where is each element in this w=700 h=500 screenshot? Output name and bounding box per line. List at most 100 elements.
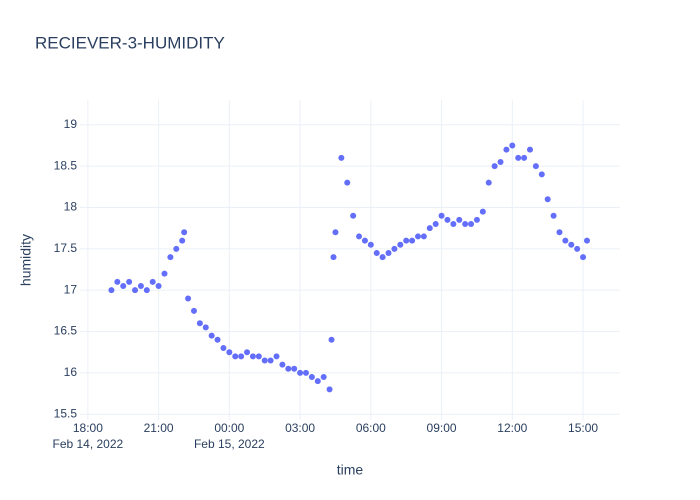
point <box>491 163 498 170</box>
point <box>149 278 156 285</box>
y-tick-label: 17 <box>64 282 78 296</box>
point <box>503 146 510 153</box>
point <box>179 237 186 244</box>
point <box>456 216 463 223</box>
point <box>185 295 192 302</box>
point <box>285 365 292 372</box>
point <box>538 171 545 178</box>
point <box>450 221 457 228</box>
x-tick-label: 06:00 <box>356 421 386 435</box>
point <box>291 365 298 372</box>
chart-title: RECIEVER-3-HUMIDITY <box>35 33 225 52</box>
point <box>473 216 480 223</box>
point <box>114 278 121 285</box>
point <box>438 212 445 219</box>
point <box>273 353 280 360</box>
point <box>580 254 587 261</box>
point <box>202 324 209 331</box>
x-tick-label: 15:00 <box>568 421 598 435</box>
point <box>155 283 162 290</box>
point <box>550 212 557 219</box>
x-axis-title: time <box>337 462 364 478</box>
point <box>532 163 539 170</box>
point <box>208 332 215 339</box>
point <box>108 287 115 294</box>
x-tick-label: 09:00 <box>427 421 457 435</box>
y-tick-label: 15.5 <box>54 406 78 420</box>
point <box>338 154 345 161</box>
x-tick-label: 12:00 <box>497 421 527 435</box>
point <box>232 353 239 360</box>
point <box>397 241 404 248</box>
point <box>132 287 139 294</box>
point <box>344 179 351 186</box>
point <box>255 353 262 360</box>
y-tick-label: 18.5 <box>54 158 78 172</box>
point <box>332 229 339 236</box>
y-tick-label: 18 <box>64 200 78 214</box>
point <box>249 353 256 360</box>
point <box>328 336 335 343</box>
point <box>126 278 133 285</box>
x-tick-date: Feb 15, 2022 <box>194 437 265 451</box>
point <box>562 237 569 244</box>
point <box>444 216 451 223</box>
point <box>167 254 174 261</box>
point <box>214 336 221 343</box>
point <box>479 208 486 215</box>
point <box>544 196 551 203</box>
point <box>173 245 180 252</box>
point <box>391 245 398 252</box>
point <box>320 374 327 381</box>
point <box>267 357 274 364</box>
point <box>414 233 421 240</box>
point <box>361 237 368 244</box>
point <box>515 154 522 161</box>
point <box>356 233 363 240</box>
point <box>279 361 286 368</box>
x-tick-label: 21:00 <box>144 421 174 435</box>
x-tick-label: 03:00 <box>285 421 315 435</box>
point <box>143 287 150 294</box>
y-tick-label: 16 <box>64 365 78 379</box>
point <box>485 179 492 186</box>
x-tick-date: Feb 14, 2022 <box>52 437 123 451</box>
point <box>420 233 427 240</box>
point <box>367 241 374 248</box>
point <box>403 237 410 244</box>
point <box>574 245 581 252</box>
point <box>432 221 439 228</box>
point <box>426 225 433 232</box>
point <box>330 254 337 261</box>
point <box>308 374 315 381</box>
point <box>568 241 575 248</box>
y-tick-label: 17.5 <box>54 241 78 255</box>
point <box>244 349 251 356</box>
point <box>379 254 386 261</box>
point <box>238 353 245 360</box>
point <box>462 221 469 228</box>
point <box>190 307 197 314</box>
point <box>120 283 127 290</box>
point <box>373 249 380 256</box>
x-tick-label: 18:00 <box>73 421 103 435</box>
point <box>527 146 533 153</box>
y-tick-label: 19 <box>64 117 78 131</box>
point <box>181 229 188 236</box>
point <box>509 142 516 149</box>
point <box>385 249 392 256</box>
point <box>556 229 563 236</box>
y-tick-label: 16.5 <box>54 324 78 338</box>
point <box>226 349 233 356</box>
point <box>326 386 333 393</box>
point <box>468 221 475 228</box>
point <box>314 378 321 385</box>
x-tick-label: 00:00 <box>214 421 244 435</box>
point <box>350 212 357 219</box>
point <box>297 369 304 376</box>
point <box>261 357 268 364</box>
point <box>583 237 590 244</box>
point <box>161 270 168 277</box>
